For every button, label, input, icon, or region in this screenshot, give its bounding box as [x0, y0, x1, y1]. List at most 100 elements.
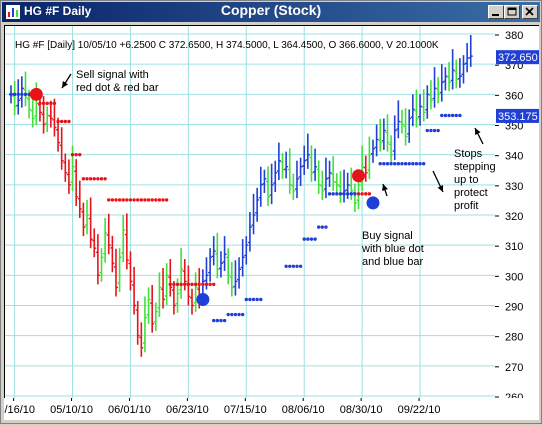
stop-dot: [81, 177, 86, 181]
stop-dot: [103, 177, 107, 181]
price-bar: [150, 284, 155, 333]
stop-dot: [157, 198, 162, 202]
stop-dot: [16, 92, 20, 97]
stop-dot: [139, 198, 144, 202]
price-bar: [113, 248, 118, 297]
price-bar: [59, 127, 64, 170]
stop-dot: [251, 297, 256, 302]
price-bar: [142, 296, 147, 353]
stop-dot: [212, 318, 216, 323]
price-bar: [313, 148, 318, 181]
stop-dot: [117, 198, 122, 202]
stop-dot: [259, 297, 263, 302]
price-bar: [193, 272, 198, 312]
stop-dot: [447, 113, 451, 118]
stop-dot: [74, 152, 78, 157]
stop-dot: [59, 119, 64, 124]
stop-dot: [396, 162, 401, 166]
stop-dot: [309, 237, 314, 241]
chart-plot-area[interactable]: HG #F [Daily] 10/05/10 +6.2500 C 372.650…: [4, 25, 496, 399]
price-bar: [294, 160, 299, 199]
minimize-icon: [492, 14, 499, 16]
x-tick-label: 08/30/10: [340, 404, 383, 416]
minimize-button[interactable]: [488, 5, 504, 19]
price-bar: [352, 183, 357, 212]
stop-dot: [436, 128, 440, 133]
stop-dot: [298, 264, 303, 268]
price-bar: [320, 170, 325, 200]
sell-signal-annotation: Sell signal with red dot & red bar: [76, 69, 159, 94]
stop-dot: [215, 318, 220, 323]
stop-dot: [302, 237, 306, 241]
stop-dot: [197, 282, 201, 287]
price-bar: [251, 193, 256, 235]
y-tick-label: 360: [505, 90, 523, 102]
price-bar: [161, 268, 166, 309]
stop-dot: [233, 312, 238, 317]
stop-dot: [345, 192, 350, 196]
stop-dot: [342, 192, 346, 196]
close-button[interactable]: [522, 5, 538, 19]
buy-annotation-arrow: [382, 183, 388, 197]
x-tick-label: 05/10/10: [50, 404, 93, 416]
price-bar: [392, 115, 397, 161]
price-bar: [103, 218, 108, 263]
price-bar: [468, 35, 473, 67]
stop-dot: [136, 198, 140, 202]
price-bar: [418, 94, 423, 126]
stop-dot: [454, 113, 458, 118]
price-bar: [284, 151, 289, 179]
price-bar: [23, 71, 28, 107]
price-bar: [439, 64, 444, 102]
price-bar: [403, 108, 408, 146]
price-bar: [240, 239, 245, 277]
stop-dot: [331, 192, 335, 196]
stop-dot: [244, 297, 248, 302]
stop-dot: [411, 162, 415, 166]
price-bar: [378, 118, 383, 152]
stop-dot: [38, 101, 42, 106]
price-bar: [269, 163, 274, 205]
stop-dot: [92, 177, 96, 181]
stop-dot: [255, 297, 259, 302]
price-bar: [190, 288, 194, 315]
stop-dot: [99, 177, 104, 181]
x-tick-label: 07/15/10: [224, 404, 267, 416]
maximize-button[interactable]: [504, 5, 520, 19]
price-bar: [367, 136, 372, 180]
stop-dot: [317, 225, 321, 229]
stop-dot: [212, 282, 216, 287]
stop-dot: [45, 101, 49, 106]
price-bar: [208, 248, 213, 282]
stop-price-box: [496, 108, 539, 123]
price-bar: [447, 62, 452, 92]
stop-dot: [125, 198, 129, 202]
price-bar: [360, 145, 365, 192]
price-bar: [153, 302, 158, 331]
stop-dot: [78, 152, 82, 157]
price-bar: [237, 257, 242, 289]
price-bar: [45, 106, 50, 133]
stop-dot: [23, 92, 28, 97]
sell-signal-dot: [29, 87, 43, 101]
stop-dot: [349, 192, 353, 196]
stops-annotation-arrow-1: [432, 170, 444, 193]
price-bar: [85, 199, 90, 235]
stop-dot: [172, 282, 176, 287]
price-bar: [66, 159, 71, 194]
stop-dot: [128, 198, 133, 202]
stop-dot: [70, 152, 75, 157]
price-bar: [273, 160, 278, 193]
stop-dot: [190, 282, 194, 287]
price-bar: [164, 263, 169, 305]
price-bar: [168, 259, 173, 297]
price-bar: [280, 153, 285, 179]
stop-dot: [291, 264, 296, 268]
stop-dot: [41, 101, 46, 106]
stop-dot: [338, 192, 343, 196]
price-bar: [385, 114, 390, 152]
stop-dot: [407, 162, 411, 166]
price-bar: [19, 76, 24, 108]
price-bar: [218, 251, 223, 278]
